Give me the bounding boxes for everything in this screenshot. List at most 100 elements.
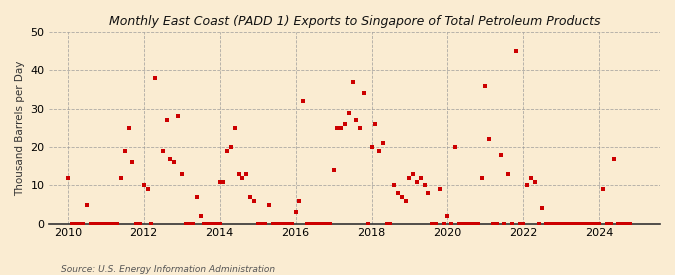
- Point: [362, 222, 373, 226]
- Point: [620, 222, 631, 226]
- Point: [503, 172, 514, 176]
- Point: [176, 172, 187, 176]
- Point: [267, 222, 278, 226]
- Point: [476, 175, 487, 180]
- Point: [195, 214, 206, 218]
- Point: [529, 179, 540, 184]
- Point: [180, 222, 191, 226]
- Point: [556, 222, 567, 226]
- Point: [283, 222, 294, 226]
- Point: [340, 122, 350, 126]
- Point: [108, 222, 119, 226]
- Point: [617, 222, 628, 226]
- Point: [583, 222, 593, 226]
- Point: [146, 222, 157, 226]
- Point: [370, 122, 381, 126]
- Point: [526, 175, 537, 180]
- Point: [89, 222, 100, 226]
- Text: Source: U.S. Energy Information Administration: Source: U.S. Energy Information Administ…: [61, 265, 275, 274]
- Point: [115, 175, 126, 180]
- Point: [203, 222, 214, 226]
- Point: [264, 202, 275, 207]
- Point: [454, 222, 464, 226]
- Point: [548, 222, 559, 226]
- Point: [211, 222, 221, 226]
- Point: [435, 187, 446, 191]
- Point: [225, 145, 236, 149]
- Point: [241, 172, 252, 176]
- Point: [260, 222, 271, 226]
- Point: [70, 222, 81, 226]
- Point: [468, 222, 479, 226]
- Point: [423, 191, 434, 195]
- Point: [252, 222, 263, 226]
- Point: [590, 222, 601, 226]
- Point: [404, 175, 415, 180]
- Point: [351, 118, 362, 122]
- Point: [78, 222, 88, 226]
- Point: [188, 222, 198, 226]
- Point: [499, 222, 510, 226]
- Point: [389, 183, 400, 188]
- Point: [385, 222, 396, 226]
- Point: [237, 175, 248, 180]
- Point: [438, 222, 449, 226]
- Point: [66, 222, 77, 226]
- Point: [506, 222, 517, 226]
- Point: [624, 222, 635, 226]
- Point: [275, 222, 286, 226]
- Point: [461, 222, 472, 226]
- Point: [298, 99, 308, 103]
- Point: [294, 199, 305, 203]
- Point: [309, 222, 320, 226]
- Point: [472, 222, 483, 226]
- Point: [104, 222, 115, 226]
- Point: [184, 222, 194, 226]
- Point: [355, 126, 366, 130]
- Point: [446, 222, 456, 226]
- Point: [279, 222, 290, 226]
- Point: [560, 222, 570, 226]
- Point: [325, 222, 335, 226]
- Point: [374, 149, 385, 153]
- Point: [165, 156, 176, 161]
- Point: [537, 206, 547, 211]
- Point: [533, 222, 544, 226]
- Point: [344, 110, 354, 115]
- Point: [74, 222, 84, 226]
- Point: [169, 160, 180, 165]
- Point: [302, 222, 313, 226]
- Point: [286, 222, 297, 226]
- Point: [609, 156, 620, 161]
- Point: [412, 179, 423, 184]
- Point: [495, 153, 506, 157]
- Point: [234, 172, 244, 176]
- Title: Monthly East Coast (PADD 1) Exports to Singapore of Total Petroleum Products: Monthly East Coast (PADD 1) Exports to S…: [109, 15, 600, 28]
- Point: [578, 222, 589, 226]
- Point: [123, 126, 134, 130]
- Point: [112, 222, 123, 226]
- Point: [393, 191, 404, 195]
- Point: [431, 222, 441, 226]
- Point: [97, 222, 107, 226]
- Point: [400, 199, 411, 203]
- Point: [415, 175, 426, 180]
- Point: [82, 202, 92, 207]
- Point: [575, 222, 586, 226]
- Point: [92, 222, 103, 226]
- Point: [142, 187, 153, 191]
- Point: [218, 179, 229, 184]
- Point: [465, 222, 476, 226]
- Point: [222, 149, 233, 153]
- Point: [480, 84, 491, 88]
- Point: [199, 222, 210, 226]
- Point: [484, 137, 495, 142]
- Point: [552, 222, 563, 226]
- Point: [335, 126, 346, 130]
- Point: [408, 172, 418, 176]
- Point: [290, 210, 301, 214]
- Point: [510, 49, 521, 53]
- Point: [450, 145, 460, 149]
- Y-axis label: Thousand Barrels per Day: Thousand Barrels per Day: [15, 60, 25, 196]
- Point: [518, 222, 529, 226]
